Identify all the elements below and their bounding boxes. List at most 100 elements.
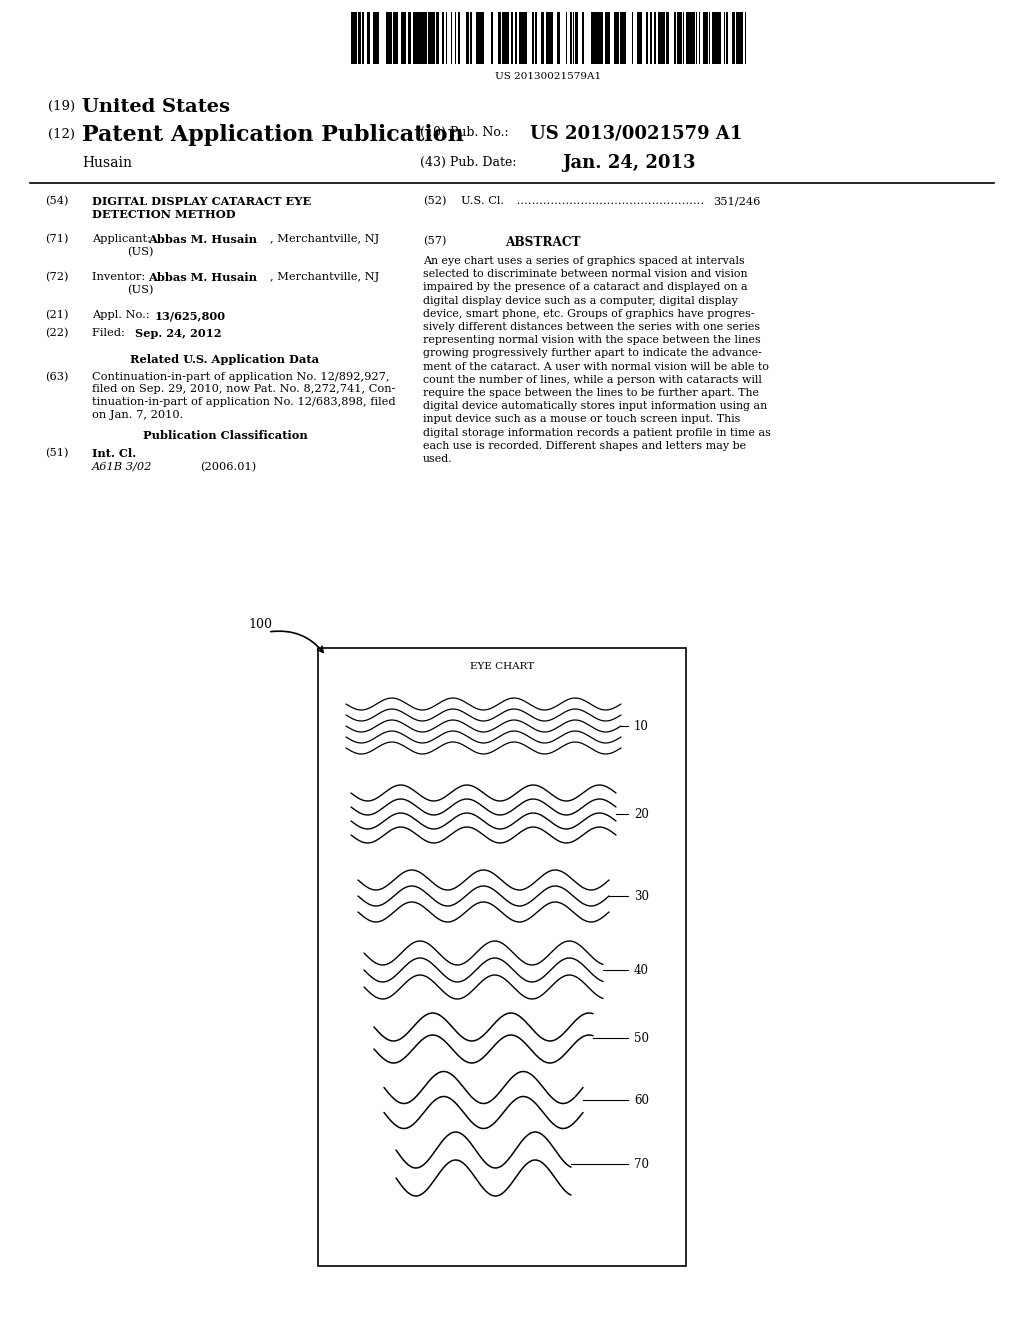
Bar: [431, 12, 433, 63]
Bar: [367, 12, 369, 63]
Text: growing progressively further apart to indicate the advance-: growing progressively further apart to i…: [423, 348, 762, 359]
Text: each use is recorded. Different shapes and letters may be: each use is recorded. Different shapes a…: [423, 441, 746, 451]
Text: used.: used.: [423, 454, 453, 465]
Bar: [403, 12, 406, 63]
Text: Sep. 24, 2012: Sep. 24, 2012: [135, 327, 221, 339]
Text: digital display device such as a computer, digital display: digital display device such as a compute…: [423, 296, 738, 306]
Text: DETECTION METHOD: DETECTION METHOD: [92, 209, 236, 219]
Text: Appl. No.:: Appl. No.:: [92, 310, 154, 319]
Text: Int. Cl.: Int. Cl.: [92, 447, 136, 459]
Text: Abbas M. Husain: Abbas M. Husain: [148, 272, 257, 282]
Text: An eye chart uses a series of graphics spaced at intervals: An eye chart uses a series of graphics s…: [423, 256, 744, 267]
Bar: [535, 12, 537, 63]
Bar: [409, 12, 411, 63]
Bar: [623, 12, 625, 63]
Text: 100: 100: [248, 618, 272, 631]
Bar: [481, 12, 483, 63]
Text: 30: 30: [634, 890, 649, 903]
Text: require the space between the lines to be further apart. The: require the space between the lines to b…: [423, 388, 759, 399]
Bar: [717, 12, 721, 63]
Text: (2006.01): (2006.01): [200, 462, 256, 471]
Bar: [352, 12, 356, 63]
Text: Inventor:: Inventor:: [92, 272, 148, 282]
Bar: [467, 12, 469, 63]
Text: impaired by the presence of a cataract and displayed on a: impaired by the presence of a cataract a…: [423, 282, 748, 293]
Text: 10: 10: [634, 719, 649, 733]
Bar: [358, 12, 360, 63]
Text: DIGITAL DISPLAY CATARACT EYE: DIGITAL DISPLAY CATARACT EYE: [92, 195, 311, 207]
Bar: [569, 12, 571, 63]
Bar: [597, 12, 599, 63]
Bar: [546, 12, 548, 63]
Bar: [679, 12, 682, 63]
Bar: [479, 12, 481, 63]
Text: (22): (22): [45, 327, 69, 338]
Text: Publication Classification: Publication Classification: [142, 430, 307, 441]
Text: A61B 3/02: A61B 3/02: [92, 462, 153, 471]
Text: 40: 40: [634, 964, 649, 977]
Bar: [415, 12, 417, 63]
Text: ABSTRACT: ABSTRACT: [505, 236, 581, 249]
Text: EYE CHART: EYE CHART: [470, 663, 535, 671]
Text: on Jan. 7, 2010.: on Jan. 7, 2010.: [92, 409, 183, 420]
Text: input device such as a mouse or touch screen input. This: input device such as a mouse or touch sc…: [423, 414, 740, 425]
Text: Applicant:: Applicant:: [92, 234, 155, 244]
Text: (US): (US): [127, 285, 154, 294]
Bar: [418, 12, 420, 63]
Text: ment of the cataract. A user with normal vision will be able to: ment of the cataract. A user with normal…: [423, 362, 769, 372]
Text: filed on Sep. 29, 2010, now Pat. No. 8,272,741, Con-: filed on Sep. 29, 2010, now Pat. No. 8,2…: [92, 384, 395, 395]
Bar: [690, 12, 693, 63]
Bar: [504, 12, 507, 63]
Bar: [507, 12, 509, 63]
Text: 50: 50: [634, 1031, 649, 1044]
Bar: [531, 12, 534, 63]
Bar: [685, 12, 687, 63]
Text: (52): (52): [423, 195, 446, 206]
Text: U.S. Cl.: U.S. Cl.: [461, 195, 504, 206]
Text: count the number of lines, while a person with cataracts will: count the number of lines, while a perso…: [423, 375, 762, 385]
Text: tinuation-in-part of application No. 12/683,898, filed: tinuation-in-part of application No. 12/…: [92, 397, 395, 407]
Text: Continuation-in-part of application No. 12/892,927,: Continuation-in-part of application No. …: [92, 372, 389, 381]
Text: 351/246: 351/246: [713, 195, 761, 206]
Bar: [394, 12, 397, 63]
Bar: [705, 12, 708, 63]
Bar: [548, 12, 550, 63]
Text: , Merchantville, NJ: , Merchantville, NJ: [270, 272, 379, 282]
Bar: [400, 12, 403, 63]
Bar: [389, 12, 391, 63]
Bar: [667, 12, 669, 63]
Text: (51): (51): [45, 447, 69, 458]
Text: US 20130021579A1: US 20130021579A1: [495, 73, 601, 81]
Text: digital storage information records a patient profile in time as: digital storage information records a pa…: [423, 428, 771, 438]
Bar: [458, 12, 460, 63]
Text: Jan. 24, 2013: Jan. 24, 2013: [562, 154, 695, 172]
Bar: [469, 12, 471, 63]
Text: United States: United States: [82, 98, 230, 116]
Bar: [420, 12, 422, 63]
Bar: [637, 12, 639, 63]
Text: device, smart phone, etc. Groups of graphics have progres-: device, smart phone, etc. Groups of grap…: [423, 309, 755, 319]
Text: selected to discriminate between normal vision and vision: selected to discriminate between normal …: [423, 269, 748, 280]
Bar: [640, 12, 641, 63]
Bar: [712, 12, 714, 63]
Bar: [687, 12, 690, 63]
Text: (US): (US): [127, 247, 154, 257]
Text: ..................................................: ........................................…: [513, 195, 705, 206]
Text: Abbas M. Husain: Abbas M. Husain: [148, 234, 257, 246]
Bar: [541, 12, 543, 63]
Bar: [498, 12, 501, 63]
Text: (72): (72): [45, 272, 69, 282]
Bar: [436, 12, 438, 63]
Text: (63): (63): [45, 372, 69, 383]
Bar: [424, 12, 426, 63]
Text: digital device automatically stores input information using an: digital device automatically stores inpu…: [423, 401, 767, 412]
Bar: [740, 12, 742, 63]
Bar: [657, 12, 662, 63]
Bar: [557, 12, 559, 63]
Bar: [725, 12, 727, 63]
Text: Filed:: Filed:: [92, 327, 146, 338]
Text: 60: 60: [634, 1093, 649, 1106]
Text: (21): (21): [45, 310, 69, 321]
Bar: [524, 12, 526, 63]
Bar: [735, 12, 738, 63]
